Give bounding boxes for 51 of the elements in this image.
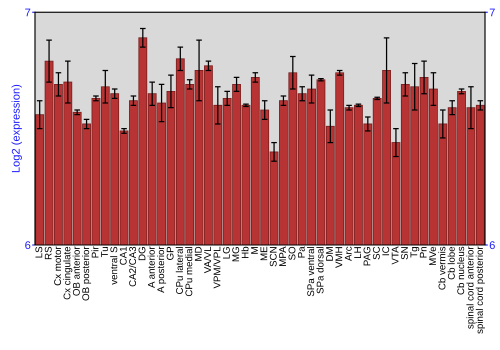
x-tick-label: VPM/VPL bbox=[213, 246, 220, 288]
x-tick-label: DG bbox=[138, 247, 146, 260]
y2-tick-label: 6 bbox=[490, 241, 495, 250]
x-tick-label: CA1 bbox=[120, 246, 127, 265]
x-tick-label: CA2/CA3 bbox=[128, 246, 136, 286]
x-tick-label: Pir bbox=[91, 246, 98, 258]
x-tick-label: OB anterior bbox=[72, 246, 80, 296]
x-tick-label: SPa dorsal bbox=[316, 247, 324, 294]
x-tick-label: ventral S bbox=[110, 246, 118, 285]
x-tick-label: MVe bbox=[429, 246, 436, 266]
x-tick-label: MG bbox=[232, 247, 240, 262]
x-tick-label: DM bbox=[326, 247, 333, 261]
x-tick-label: spinal cord anterior bbox=[466, 246, 476, 329]
x-tick-label: Tu bbox=[101, 247, 108, 258]
x-tick-label: SO bbox=[288, 246, 296, 260]
x-tick-label: Hb bbox=[241, 246, 249, 258]
x-tick-label: SCN bbox=[270, 247, 277, 266]
x-tick-label: MPA bbox=[279, 246, 286, 266]
x-tick-label: Tg bbox=[410, 247, 420, 258]
x-tick-label: Arc bbox=[344, 246, 352, 261]
y-axis-title: Log2 (expression) bbox=[12, 84, 22, 172]
x-tick-label: Pa bbox=[298, 246, 305, 258]
x-tick-label: CPu medial bbox=[185, 247, 192, 296]
x-tick-label: LS bbox=[35, 246, 42, 258]
x-tick-label: SC bbox=[372, 246, 380, 260]
x-tick-label: GP bbox=[166, 246, 174, 260]
x-tick-label: VA/VL bbox=[204, 246, 212, 274]
x-tick-label: Pn bbox=[420, 247, 427, 258]
x-tick-label: SN bbox=[401, 247, 408, 260]
x-tick-label: Cx motor bbox=[54, 246, 62, 286]
x-tick-label: MD bbox=[194, 246, 202, 261]
x-tick-label: IC bbox=[382, 246, 390, 256]
x-tick-label: Cx cingulate bbox=[63, 246, 72, 300]
x-tick-label: A posterior bbox=[157, 246, 166, 293]
y2-tick-label: 7 bbox=[490, 8, 495, 16]
x-tick-label: Cb lobe bbox=[448, 246, 455, 280]
x-tick-label: ME bbox=[260, 246, 268, 260]
x-tick-label: M bbox=[251, 247, 258, 254]
x-tick-label: A anterior bbox=[148, 246, 155, 288]
x-tick-label: OB posterior bbox=[82, 246, 92, 300]
x-tick-label: VTA bbox=[392, 246, 398, 265]
x-tick-label: PAG bbox=[364, 247, 370, 266]
x-tick-label: spinal cord posterior bbox=[476, 246, 485, 334]
x-tick-label: Cb vermis bbox=[438, 246, 446, 290]
x-tick-label: LH bbox=[354, 247, 361, 258]
x-tick-label: VMH bbox=[336, 247, 342, 268]
x-tick-label: SPa ventral bbox=[307, 247, 314, 296]
x-tick-label: CPu lateral bbox=[176, 247, 183, 294]
x-tick-label: Cb nucleus bbox=[457, 246, 464, 295]
x-tick-label: RS bbox=[44, 246, 52, 260]
x-tick-label: LG bbox=[222, 247, 230, 259]
